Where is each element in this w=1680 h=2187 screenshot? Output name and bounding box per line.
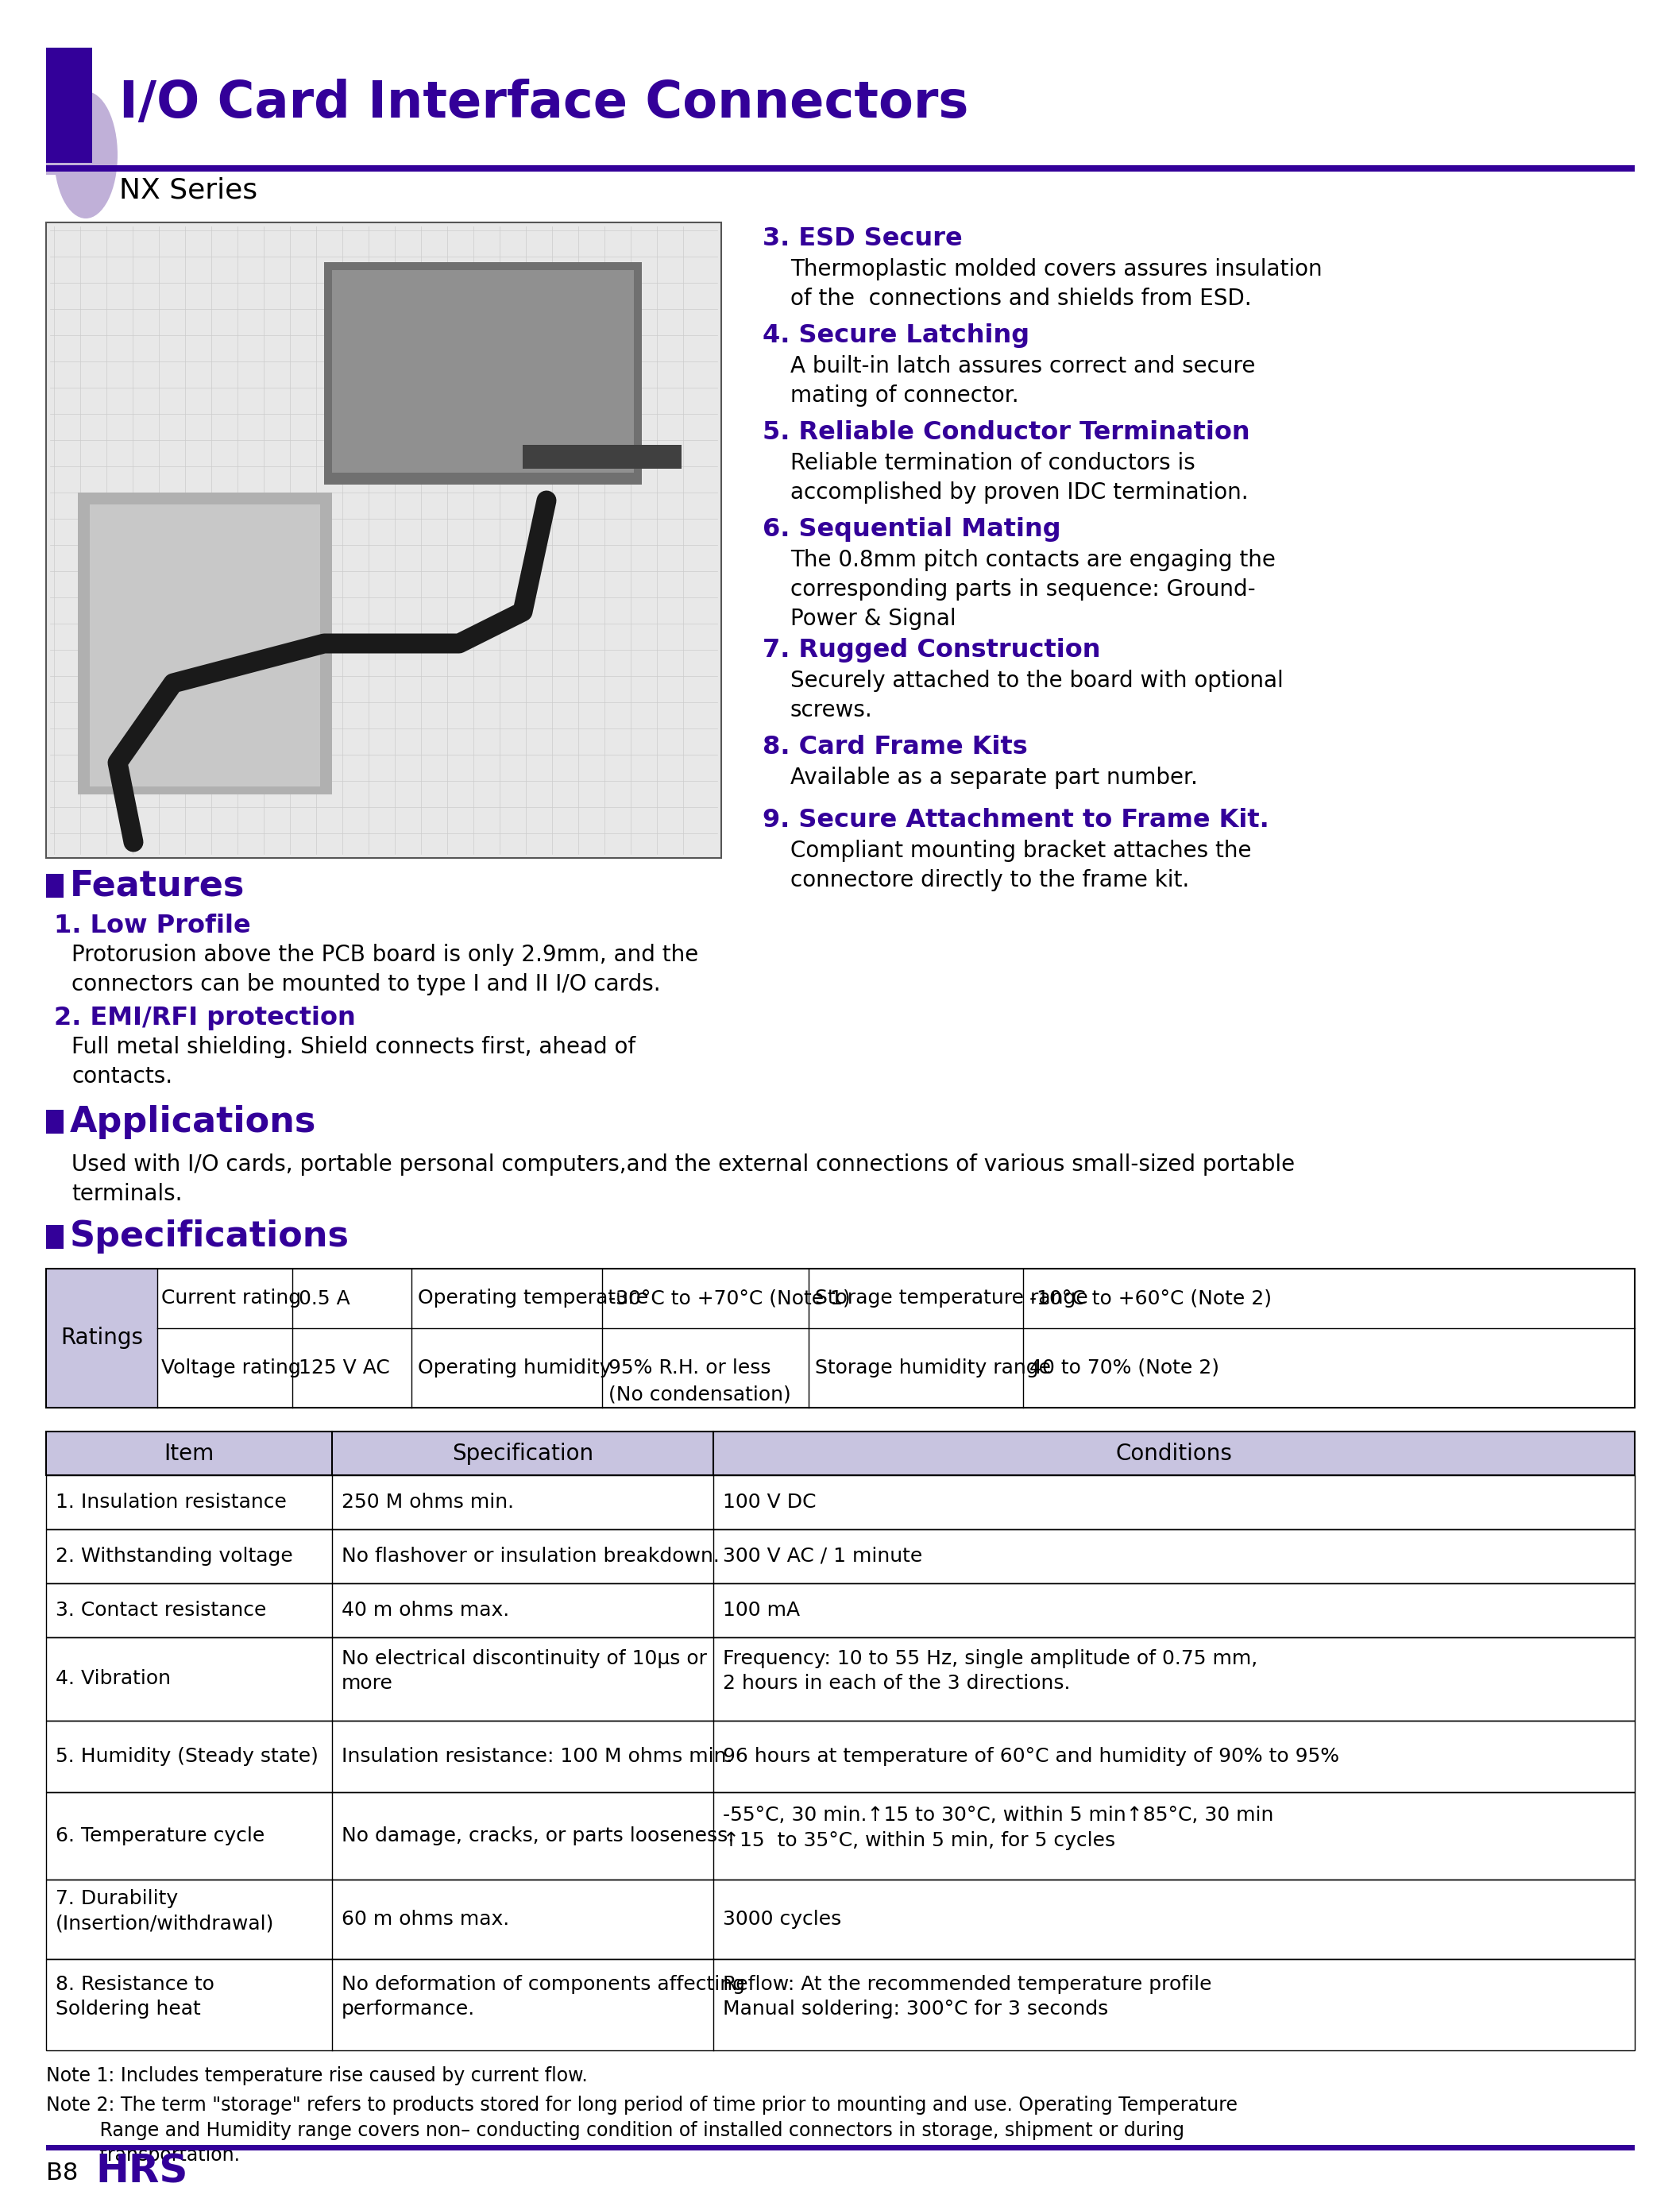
Text: I/O Card Interface Connectors: I/O Card Interface Connectors bbox=[119, 79, 969, 127]
Bar bbox=[45, 1960, 1635, 2051]
Text: 95% R.H. or less
(No condensation): 95% R.H. or less (No condensation) bbox=[608, 1358, 791, 1404]
Text: Specifications: Specifications bbox=[71, 1220, 349, 1253]
Text: 4. Vibration: 4. Vibration bbox=[55, 1669, 171, 1688]
Bar bbox=[324, 262, 642, 486]
Text: 8. Resistance to
Soldering heat: 8. Resistance to Soldering heat bbox=[55, 1975, 215, 2019]
Text: Ratings: Ratings bbox=[60, 1328, 143, 1349]
Text: 8. Card Frame Kits: 8. Card Frame Kits bbox=[763, 735, 1028, 759]
Text: Operating temperature: Operating temperature bbox=[418, 1288, 648, 1308]
Text: No flashover or insulation breakdown.: No flashover or insulation breakdown. bbox=[341, 1546, 719, 1566]
Text: Securely attached to the board with optional
screws.: Securely attached to the board with opti… bbox=[790, 669, 1284, 722]
Text: 1. Insulation resistance: 1. Insulation resistance bbox=[55, 1494, 287, 1511]
Bar bbox=[45, 223, 721, 857]
Text: Operating humidity: Operating humidity bbox=[418, 1358, 612, 1378]
Text: 300 V AC / 1 minute: 300 V AC / 1 minute bbox=[722, 1546, 922, 1566]
Bar bbox=[45, 166, 1635, 171]
Text: No electrical discontinuity of 10μs or
more: No electrical discontinuity of 10μs or m… bbox=[341, 1649, 707, 1693]
Text: Item: Item bbox=[165, 1441, 213, 1465]
Text: 6. Temperature cycle: 6. Temperature cycle bbox=[55, 1826, 265, 1846]
Text: 3000 cycles: 3000 cycles bbox=[722, 1909, 842, 1929]
Text: Compliant mounting bracket attaches the
connectore directly to the frame kit.: Compliant mounting bracket attaches the … bbox=[790, 840, 1252, 890]
Text: 3. ESD Secure: 3. ESD Secure bbox=[763, 227, 963, 252]
Text: 250 M ohms min.: 250 M ohms min. bbox=[341, 1494, 514, 1511]
Text: A built-in latch assures correct and secure
mating of connector.: A built-in latch assures correct and sec… bbox=[790, 354, 1255, 407]
Text: Current rating: Current rating bbox=[161, 1288, 301, 1308]
Bar bbox=[45, 1268, 158, 1408]
Bar bbox=[45, 2145, 1635, 2150]
Text: 100 mA: 100 mA bbox=[722, 1601, 800, 1621]
Bar bbox=[89, 505, 321, 787]
Text: Note 1: Includes temperature rise caused by current flow.: Note 1: Includes temperature rise caused… bbox=[45, 2067, 588, 2086]
Bar bbox=[45, 1721, 1635, 1791]
Bar bbox=[45, 1791, 1635, 1879]
Text: 40 m ohms max.: 40 m ohms max. bbox=[341, 1601, 509, 1621]
Bar bbox=[522, 444, 682, 468]
Text: 5. Reliable Conductor Termination: 5. Reliable Conductor Termination bbox=[763, 420, 1250, 444]
Bar bbox=[77, 492, 333, 794]
Bar bbox=[45, 1109, 64, 1133]
Text: Insulation resistance: 100 M ohms min.: Insulation resistance: 100 M ohms min. bbox=[341, 1747, 732, 1765]
Bar bbox=[45, 48, 77, 175]
Text: Reliable termination of conductors is
accomplished by proven IDC termination.: Reliable termination of conductors is ac… bbox=[790, 453, 1248, 503]
Text: Conditions: Conditions bbox=[1116, 1441, 1233, 1465]
Bar bbox=[45, 875, 64, 897]
Text: 5. Humidity (Steady state): 5. Humidity (Steady state) bbox=[55, 1747, 319, 1765]
Text: No deformation of components affecting
performance.: No deformation of components affecting p… bbox=[341, 1975, 744, 2019]
Text: 7. Durability
(Insertion/withdrawal): 7. Durability (Insertion/withdrawal) bbox=[55, 1890, 274, 1933]
Text: Applications: Applications bbox=[71, 1104, 316, 1139]
Text: 2. Withstanding voltage: 2. Withstanding voltage bbox=[55, 1546, 292, 1566]
Text: Used with I/O cards, portable personal computers,and the external connections of: Used with I/O cards, portable personal c… bbox=[72, 1153, 1295, 1205]
Bar bbox=[45, 1225, 64, 1249]
Text: NX Series: NX Series bbox=[119, 177, 257, 203]
Text: Frequency: 10 to 55 Hz, single amplitude of 0.75 mm,
2 hours in each of the 3 di: Frequency: 10 to 55 Hz, single amplitude… bbox=[722, 1649, 1258, 1693]
Text: Features: Features bbox=[71, 868, 245, 903]
Text: HRS: HRS bbox=[96, 2152, 188, 2187]
Text: 6. Sequential Mating: 6. Sequential Mating bbox=[763, 516, 1062, 542]
Bar bbox=[45, 1583, 1635, 1638]
Text: 1. Low Profile: 1. Low Profile bbox=[54, 914, 250, 938]
Text: 4. Secure Latching: 4. Secure Latching bbox=[763, 324, 1030, 348]
Text: 125 V AC: 125 V AC bbox=[299, 1358, 390, 1378]
Bar bbox=[45, 1529, 1635, 1583]
Text: Thermoplastic molded covers assures insulation
of the  connections and shields f: Thermoplastic molded covers assures insu… bbox=[790, 258, 1322, 311]
Bar bbox=[45, 1432, 1635, 1476]
Text: -30°C to +70°C (Note 1): -30°C to +70°C (Note 1) bbox=[608, 1288, 850, 1308]
Text: B8: B8 bbox=[45, 2161, 79, 2185]
Text: 2. EMI/RFI protection: 2. EMI/RFI protection bbox=[54, 1006, 356, 1030]
Text: -10°C to +60°C (Note 2): -10°C to +60°C (Note 2) bbox=[1030, 1288, 1272, 1308]
Bar bbox=[45, 1879, 1635, 1960]
Text: 0.5 A: 0.5 A bbox=[299, 1288, 349, 1308]
Text: 60 m ohms max.: 60 m ohms max. bbox=[341, 1909, 509, 1929]
Text: -55°C, 30 min.↑15 to 30°C, within 5 min↑85°C, 30 min
↑15  to 35°C, within 5 min,: -55°C, 30 min.↑15 to 30°C, within 5 min↑… bbox=[722, 1806, 1273, 1850]
Text: Full metal shielding. Shield connects first, ahead of
contacts.: Full metal shielding. Shield connects fi… bbox=[72, 1037, 635, 1087]
Text: Available as a separate part number.: Available as a separate part number. bbox=[790, 768, 1198, 790]
Text: 40 to 70% (Note 2): 40 to 70% (Note 2) bbox=[1030, 1358, 1220, 1378]
Text: Specification: Specification bbox=[452, 1441, 593, 1465]
Text: Note 2: The term "storage" refers to products stored for long period of time pri: Note 2: The term "storage" refers to pro… bbox=[45, 2095, 1238, 2165]
Bar bbox=[45, 1268, 1635, 1408]
Text: Storage humidity range: Storage humidity range bbox=[815, 1358, 1052, 1378]
Text: Storage temperature range: Storage temperature range bbox=[815, 1288, 1089, 1308]
Text: 9. Secure Attachment to Frame Kit.: 9. Secure Attachment to Frame Kit. bbox=[763, 807, 1268, 833]
Text: Reflow: At the recommended temperature profile
Manual soldering: 300°C for 3 sec: Reflow: At the recommended temperature p… bbox=[722, 1975, 1211, 2019]
Text: 96 hours at temperature of 60°C and humidity of 90% to 95%: 96 hours at temperature of 60°C and humi… bbox=[722, 1747, 1339, 1765]
Text: 100 V DC: 100 V DC bbox=[722, 1494, 816, 1511]
Text: Protorusion above the PCB board is only 2.9mm, and the
connectors can be mounted: Protorusion above the PCB board is only … bbox=[72, 945, 699, 995]
Text: 3. Contact resistance: 3. Contact resistance bbox=[55, 1601, 267, 1621]
Ellipse shape bbox=[54, 92, 118, 219]
Bar bbox=[45, 48, 92, 162]
Bar bbox=[45, 1476, 1635, 1529]
Bar bbox=[333, 271, 633, 472]
Text: The 0.8mm pitch contacts are engaging the
corresponding parts in sequence: Groun: The 0.8mm pitch contacts are engaging th… bbox=[790, 549, 1275, 630]
Text: Voltage rating: Voltage rating bbox=[161, 1358, 301, 1378]
Bar bbox=[45, 1638, 1635, 1721]
Text: 7. Rugged Construction: 7. Rugged Construction bbox=[763, 639, 1100, 663]
Text: No damage, cracks, or parts looseness.: No damage, cracks, or parts looseness. bbox=[341, 1826, 734, 1846]
